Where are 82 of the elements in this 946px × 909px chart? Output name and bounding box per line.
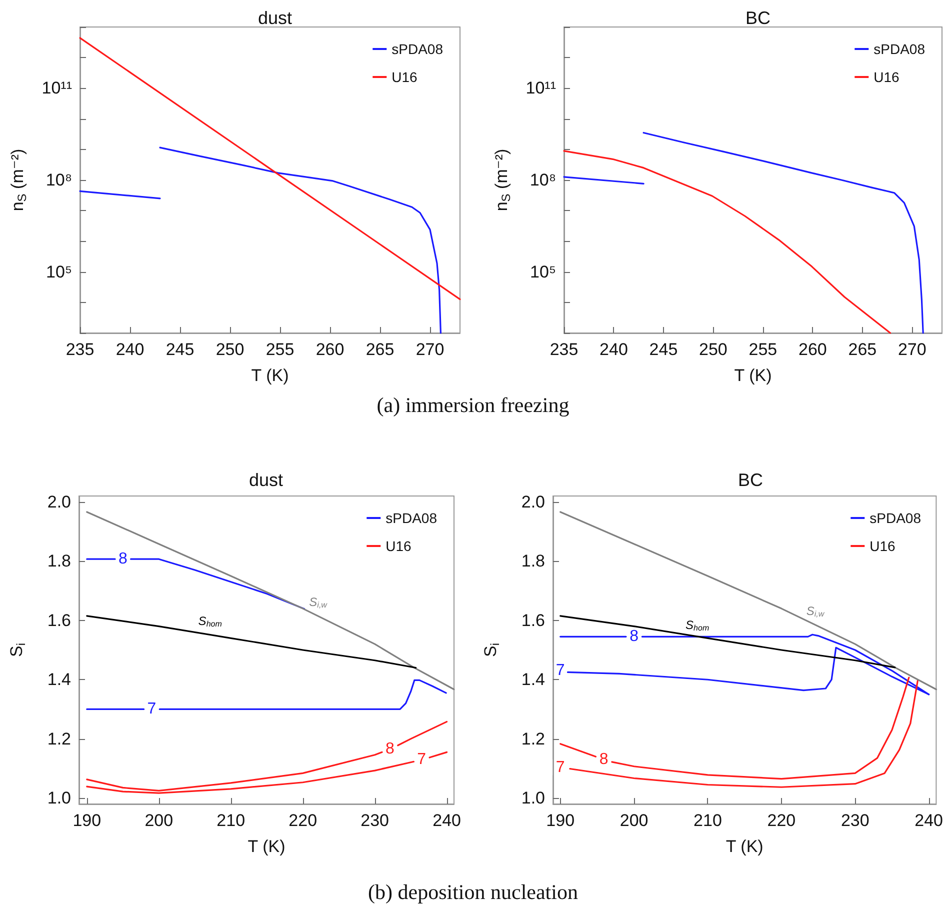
chart-title: dust bbox=[248, 470, 284, 490]
y-tick-label: 1.6 bbox=[521, 610, 545, 630]
x-tick-label: 200 bbox=[620, 811, 648, 830]
annotation: 8 bbox=[630, 628, 639, 646]
x-tick-label: 245 bbox=[649, 340, 678, 359]
x-tick-label: 230 bbox=[360, 811, 390, 830]
y-tick-label: 1.4 bbox=[47, 670, 71, 690]
text: (a) immersion freezing bbox=[376, 393, 570, 418]
x-tick-label: 255 bbox=[748, 340, 778, 359]
y-axis-title: nS (m⁻²) bbox=[492, 148, 513, 212]
line-series bbox=[159, 146, 442, 334]
x-tick-label: 210 bbox=[694, 811, 722, 830]
line-series bbox=[86, 615, 417, 669]
x-tick-label: 270 bbox=[898, 340, 926, 359]
annotation: 8 bbox=[118, 550, 128, 568]
y-tick-label: 1.4 bbox=[521, 670, 545, 690]
x-tick-label: 190 bbox=[72, 811, 102, 830]
y-tick-label: 10¹¹ bbox=[526, 78, 556, 98]
y-axis-title: Si bbox=[7, 642, 28, 658]
legend-label: sPDA08 bbox=[874, 41, 926, 57]
y-tick-label: 1.0 bbox=[47, 788, 71, 808]
annotation: 7 bbox=[556, 662, 565, 680]
x-tick-label: 220 bbox=[288, 811, 318, 830]
x-tick-label: 200 bbox=[144, 811, 174, 830]
y-tick-label: 1.0 bbox=[521, 788, 545, 808]
legend-label: U16 bbox=[874, 69, 900, 85]
x-tick-label: 255 bbox=[266, 340, 294, 359]
line-series bbox=[569, 679, 919, 788]
y-axis-title: Si bbox=[481, 642, 502, 658]
annotation: 8 bbox=[599, 750, 608, 768]
x-axis-title: T (K) bbox=[726, 837, 764, 856]
y-tick-label: 2.0 bbox=[521, 492, 545, 512]
legend-label: sPDA08 bbox=[392, 41, 444, 57]
x-axis-title: T (K) bbox=[734, 366, 772, 385]
y-tick-label: 10⁸ bbox=[46, 170, 72, 190]
x-tick-label: 235 bbox=[550, 340, 578, 359]
legend-label: sPDA08 bbox=[870, 510, 922, 526]
x-tick-label: 270 bbox=[416, 340, 444, 359]
x-tick-label: 250 bbox=[699, 340, 728, 359]
legend-label: U16 bbox=[870, 538, 896, 554]
legend-label: U16 bbox=[392, 69, 418, 85]
chart-title: dust bbox=[258, 8, 292, 28]
line-series bbox=[86, 511, 455, 690]
line-series bbox=[642, 132, 924, 334]
x-tick-label: 240 bbox=[600, 340, 628, 359]
x-tick-label: 260 bbox=[798, 340, 827, 359]
y-tick-label: 1.6 bbox=[47, 610, 71, 630]
text: (b) deposition nucleation bbox=[367, 880, 579, 905]
x-tick-label: 190 bbox=[546, 811, 575, 830]
y-tick-label: 1.8 bbox=[47, 552, 71, 571]
x-tick-label: 260 bbox=[316, 340, 344, 359]
x-tick-label: 210 bbox=[216, 811, 246, 830]
y-axis-title: nS (m⁻²) bbox=[8, 148, 29, 212]
x-axis-title: T (K) bbox=[251, 366, 289, 385]
x-tick-label: 265 bbox=[366, 340, 394, 359]
annotation: 7 bbox=[417, 751, 426, 768]
x-tick-label: 240 bbox=[914, 811, 944, 830]
y-tick-label: 10⁸ bbox=[530, 170, 556, 190]
legend-label: U16 bbox=[386, 538, 412, 554]
line-series bbox=[563, 150, 892, 334]
chart-title: BC bbox=[738, 470, 764, 490]
x-tick-label: 265 bbox=[848, 340, 877, 359]
x-tick-label: 230 bbox=[840, 811, 870, 830]
y-tick-label: 1.2 bbox=[521, 729, 545, 748]
chart-title: BC bbox=[745, 8, 771, 28]
y-tick-label: 10¹¹ bbox=[42, 78, 72, 98]
y-tick-label: 10⁵ bbox=[530, 262, 556, 282]
y-tick-label: 1.8 bbox=[521, 552, 545, 571]
annotation: 8 bbox=[385, 740, 394, 758]
x-tick-label: 245 bbox=[166, 340, 194, 359]
x-axis-title: T (K) bbox=[248, 837, 286, 856]
x-tick-label: 240 bbox=[116, 340, 144, 359]
x-tick-label: 250 bbox=[216, 340, 244, 359]
legend-label: sPDA08 bbox=[386, 510, 438, 526]
y-tick-label: 1.2 bbox=[47, 729, 71, 748]
x-tick-label: 235 bbox=[66, 340, 94, 359]
annotation: 7 bbox=[556, 758, 565, 776]
x-tick-label: 220 bbox=[767, 811, 796, 830]
y-tick-label: 10⁵ bbox=[46, 262, 72, 282]
x-tick-label: 240 bbox=[432, 811, 461, 830]
annotation: 7 bbox=[147, 700, 156, 718]
y-tick-label: 2.0 bbox=[47, 492, 71, 512]
